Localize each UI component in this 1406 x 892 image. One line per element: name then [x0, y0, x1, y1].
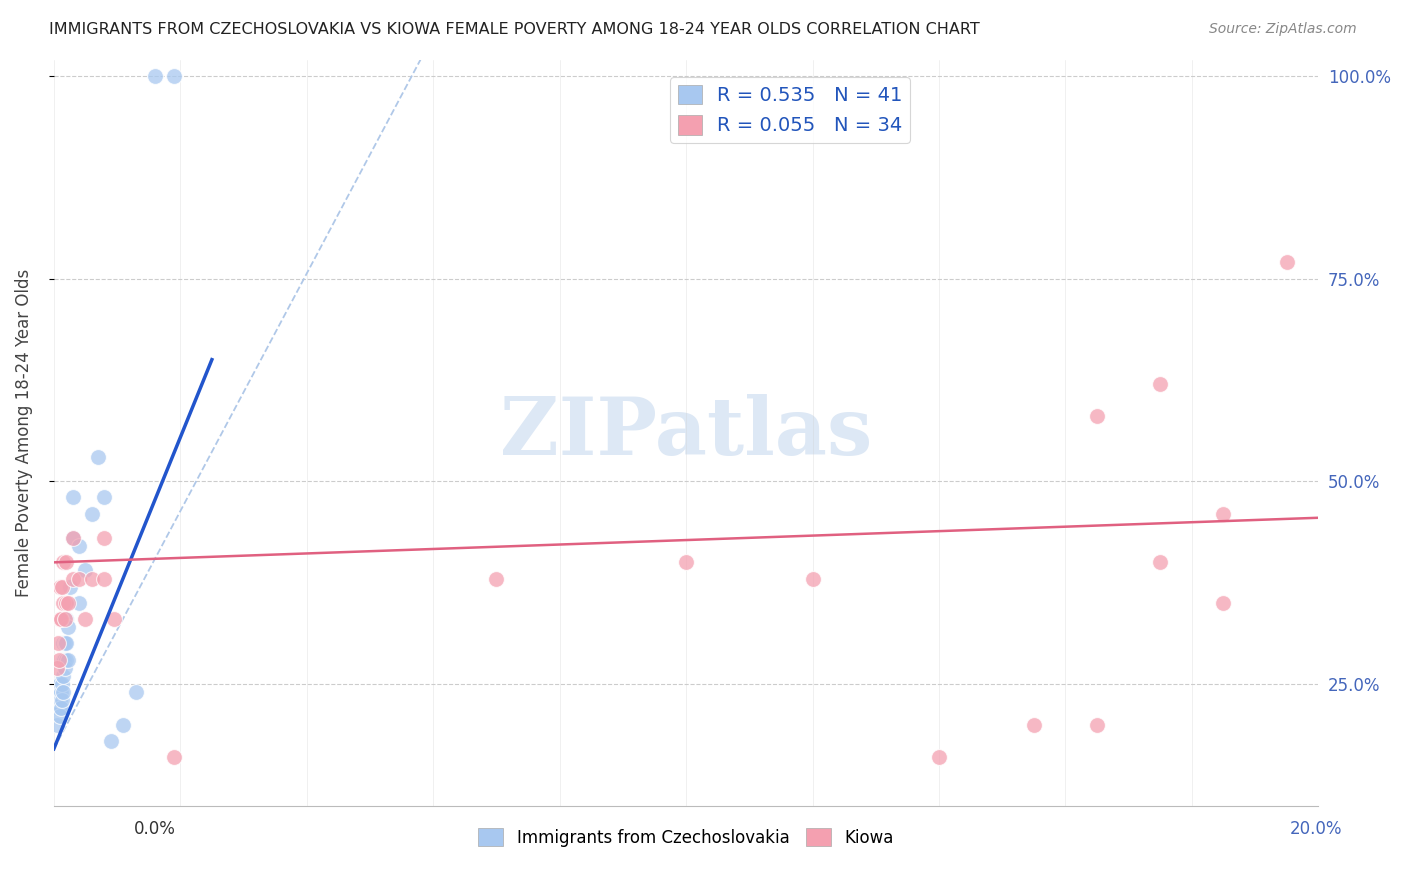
Point [80, 507, 103, 521]
Point [49, 612, 72, 626]
Point [80, 572, 103, 586]
Point [51, 701, 73, 715]
Point [55, 612, 77, 626]
Point [103, 612, 125, 626]
Point [100, 733, 122, 747]
Point [55, 653, 77, 667]
Legend: R = 0.535   N = 41, R = 0.055   N = 34: R = 0.535 N = 41, R = 0.055 N = 34 [671, 77, 910, 143]
Point [93, 491, 115, 505]
Point [52, 653, 75, 667]
Point [46, 661, 69, 675]
Point [55, 555, 77, 569]
Point [1212, 596, 1234, 610]
Point [48, 653, 70, 667]
Text: 20.0%: 20.0% [1291, 820, 1343, 838]
Point [67, 572, 90, 586]
Point [49, 677, 72, 691]
Point [51, 580, 73, 594]
Point [52, 596, 75, 610]
Point [53, 636, 76, 650]
Point [1149, 376, 1171, 391]
Point [143, 69, 166, 83]
Point [53, 661, 76, 675]
Point [1275, 255, 1298, 269]
Point [51, 677, 73, 691]
Point [1212, 507, 1234, 521]
Point [93, 531, 115, 545]
Point [75, 564, 97, 578]
Point [52, 685, 75, 699]
Point [46, 717, 69, 731]
Point [67, 539, 90, 553]
Text: 0.0%: 0.0% [134, 820, 176, 838]
Point [56, 653, 79, 667]
Point [62, 572, 84, 586]
Point [48, 685, 70, 699]
Point [48, 701, 70, 715]
Point [46, 685, 69, 699]
Point [56, 620, 79, 634]
Point [51, 693, 73, 707]
Point [51, 612, 73, 626]
Point [51, 685, 73, 699]
Point [46, 636, 69, 650]
Point [53, 612, 76, 626]
Point [62, 491, 84, 505]
Point [62, 531, 84, 545]
Point [49, 693, 72, 707]
Point [485, 572, 508, 586]
Point [93, 572, 115, 586]
Text: Source: ZipAtlas.com: Source: ZipAtlas.com [1209, 22, 1357, 37]
Point [55, 636, 77, 650]
Point [55, 596, 77, 610]
Point [52, 636, 75, 650]
Point [52, 669, 75, 683]
Point [48, 677, 70, 691]
Point [1149, 555, 1171, 569]
Point [801, 572, 824, 586]
Point [75, 612, 97, 626]
Point [46, 701, 69, 715]
Point [48, 693, 70, 707]
Point [1022, 717, 1045, 731]
Point [46, 701, 69, 715]
Point [49, 709, 72, 723]
Point [49, 580, 72, 594]
Point [675, 555, 697, 569]
Point [928, 750, 950, 764]
Point [125, 685, 148, 699]
Point [163, 69, 186, 83]
Text: ZIPatlas: ZIPatlas [501, 393, 872, 472]
Y-axis label: Female Poverty Among 18-24 Year Olds: Female Poverty Among 18-24 Year Olds [15, 268, 32, 597]
Point [52, 555, 75, 569]
Point [1085, 409, 1108, 424]
Point [56, 596, 79, 610]
Text: IMMIGRANTS FROM CZECHOSLOVAKIA VS KIOWA FEMALE POVERTY AMONG 18-24 YEAR OLDS COR: IMMIGRANTS FROM CZECHOSLOVAKIA VS KIOWA … [49, 22, 980, 37]
Point [52, 653, 75, 667]
Point [87, 450, 110, 464]
Point [112, 717, 135, 731]
Point [163, 750, 186, 764]
Point [1085, 717, 1108, 731]
Point [59, 580, 82, 594]
Point [67, 596, 90, 610]
Point [62, 531, 84, 545]
